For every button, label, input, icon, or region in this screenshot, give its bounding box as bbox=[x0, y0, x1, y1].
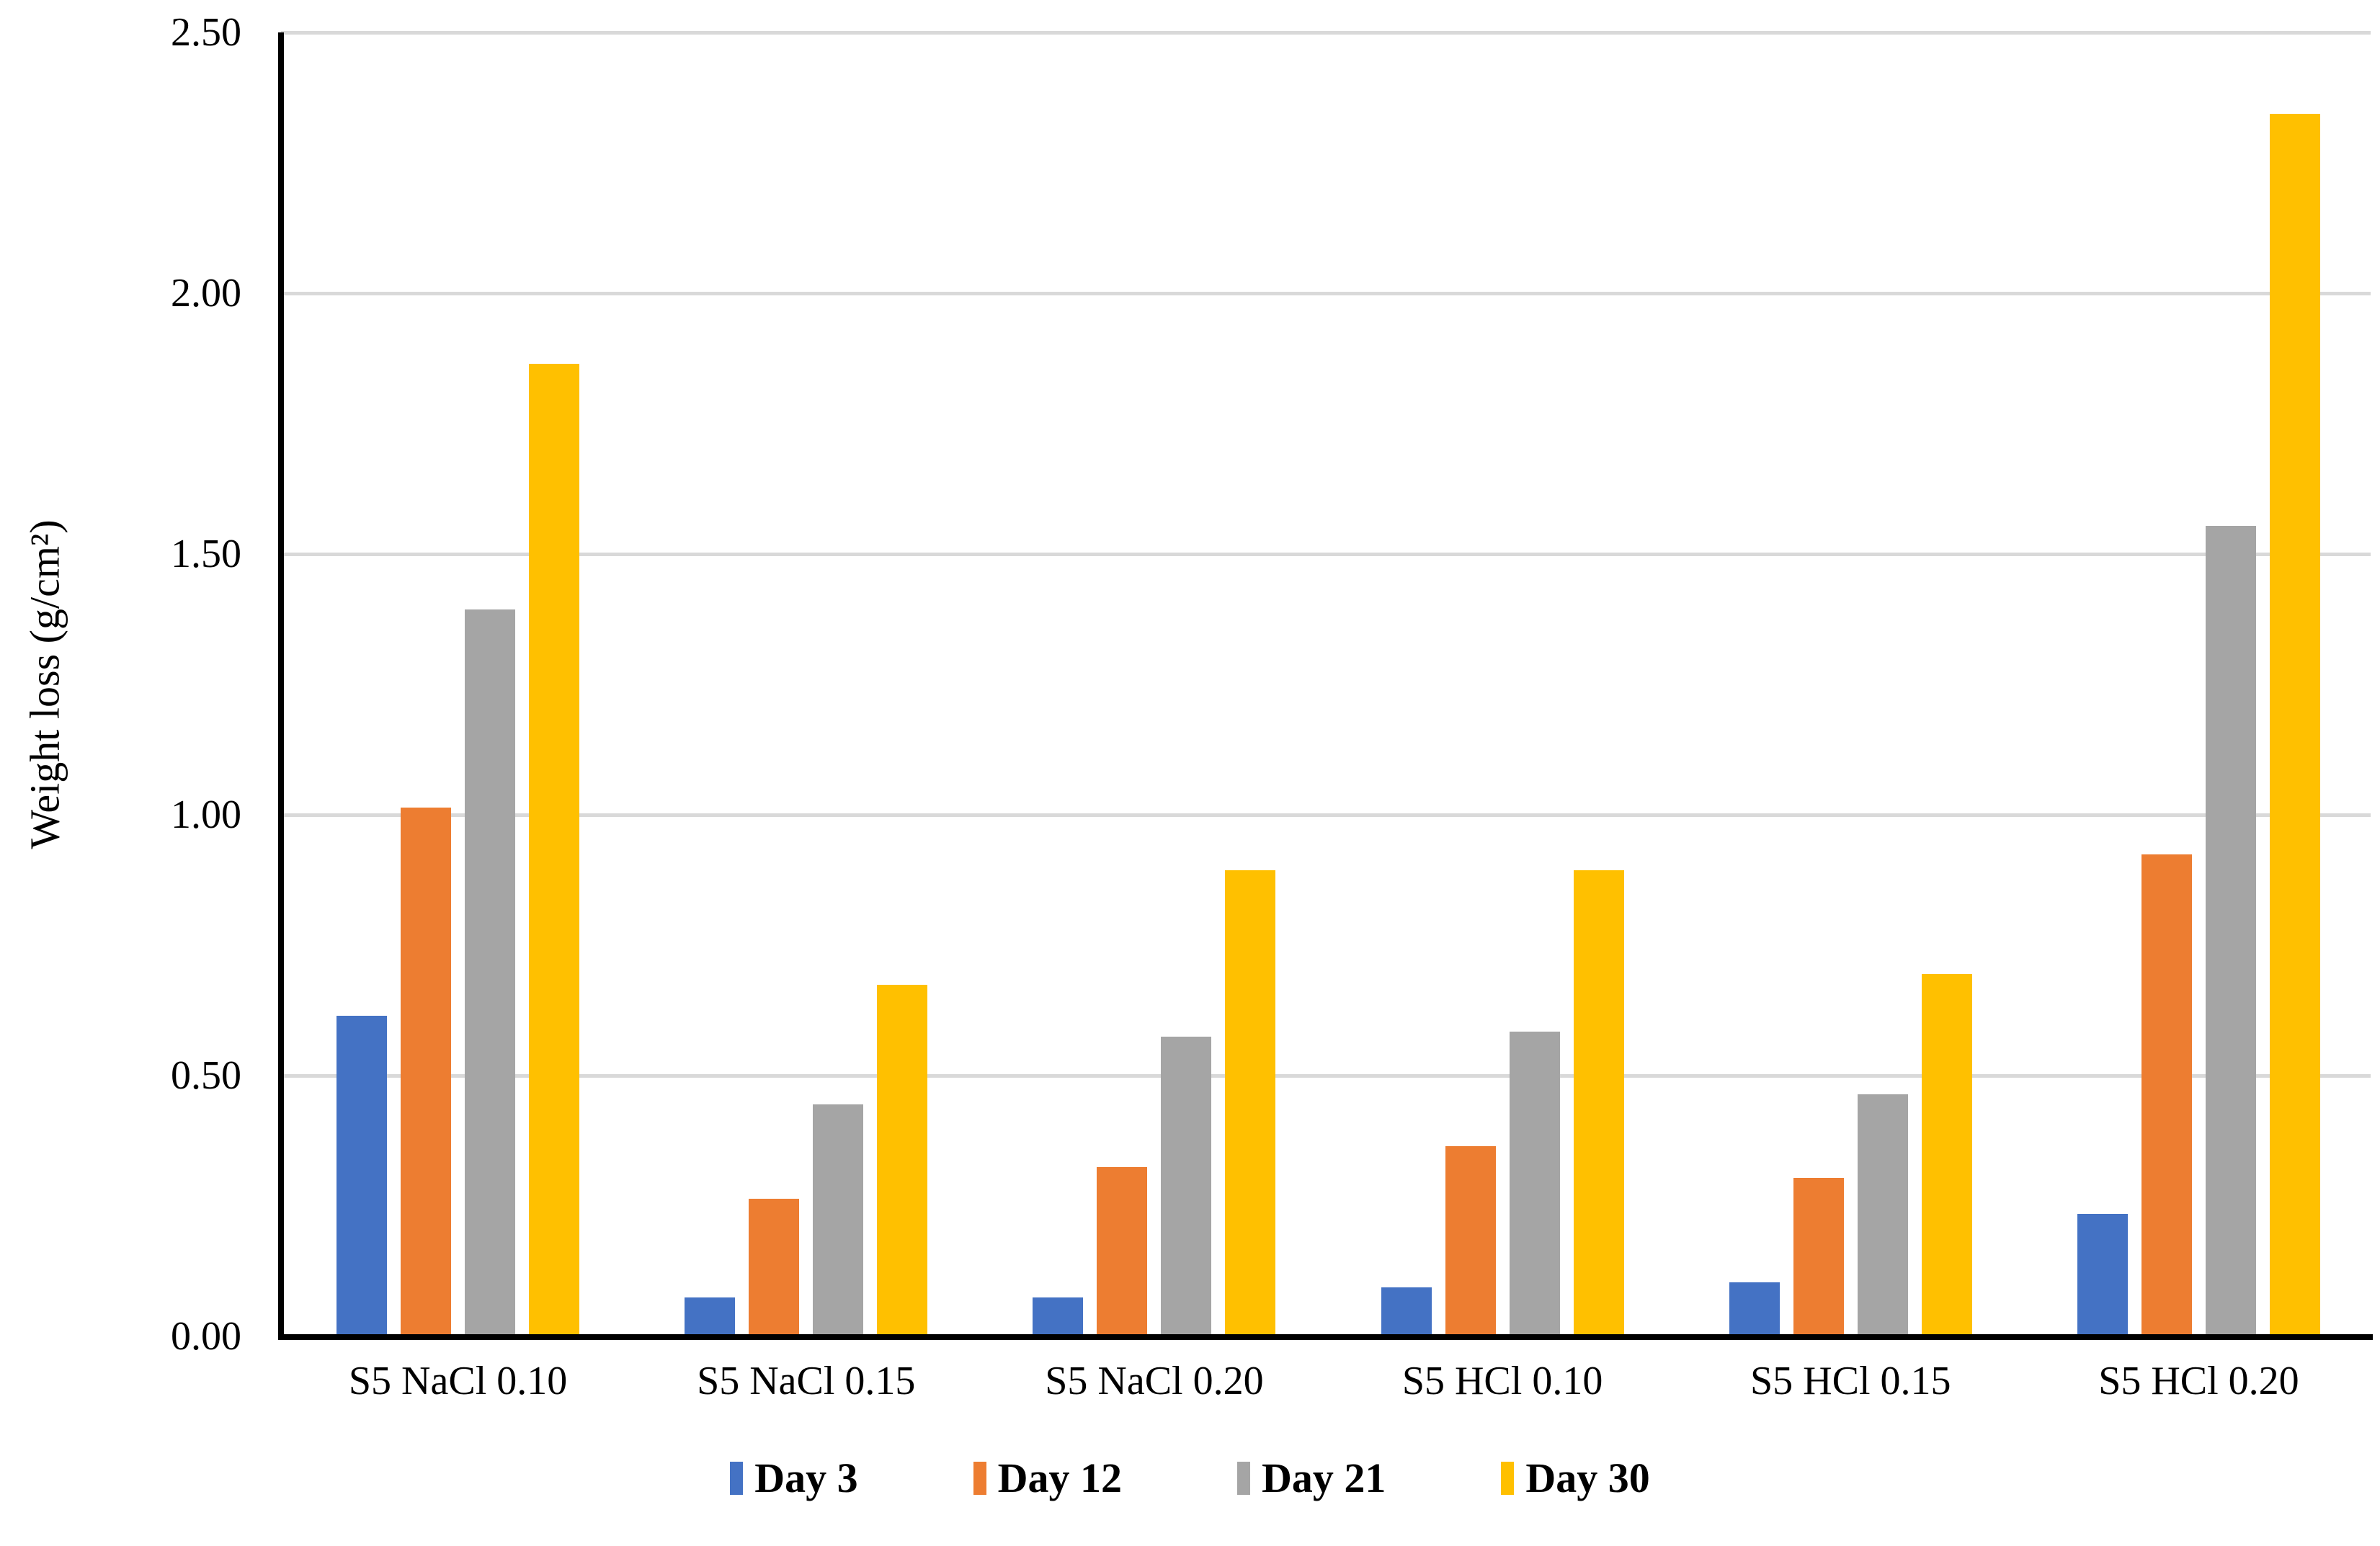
legend-item-day-3: Day 3 bbox=[730, 1454, 858, 1502]
gridline bbox=[281, 813, 2371, 817]
bar-day-3 bbox=[2077, 1214, 2128, 1334]
y-axis-title: Weight loss (g/cm²) bbox=[21, 519, 68, 849]
legend-label: Day 3 bbox=[754, 1455, 858, 1501]
x-axis-label: S5 NaCl 0.10 bbox=[348, 1359, 568, 1403]
legend-swatch-icon bbox=[973, 1461, 986, 1495]
bar-day-3 bbox=[1381, 1287, 1432, 1334]
bar-day-12 bbox=[1097, 1167, 1148, 1334]
legend-swatch-icon bbox=[1237, 1461, 1250, 1495]
bar-day-3 bbox=[1729, 1282, 1780, 1334]
bar-group-s5-hcl-0-15 bbox=[1677, 32, 2025, 1334]
legend-item-day-21: Day 21 bbox=[1237, 1454, 1386, 1502]
bar-day-12 bbox=[1793, 1178, 1844, 1334]
bar-day-21 bbox=[813, 1104, 864, 1334]
legend-label: Day 30 bbox=[1525, 1455, 1650, 1501]
y-tick-label: 0.00 bbox=[171, 1314, 241, 1359]
bar-day-12 bbox=[749, 1199, 800, 1334]
y-axis-line bbox=[278, 32, 284, 1340]
gridline bbox=[281, 552, 2371, 556]
bar-day-12 bbox=[2141, 854, 2192, 1334]
legend-swatch-icon bbox=[730, 1461, 744, 1495]
bar-day-30 bbox=[529, 364, 580, 1334]
x-axis-labels: S5 NaCl 0.10 S5 NaCl 0.15 S5 NaCl 0.20 S5 H… bbox=[284, 1358, 2373, 1404]
bar-day-30 bbox=[1225, 870, 1276, 1334]
bar-day-12 bbox=[1445, 1146, 1496, 1334]
bar-group-s5-nacl-0-15 bbox=[632, 32, 980, 1334]
bar-group-s5-hcl-0-20 bbox=[2025, 32, 2373, 1334]
bar-group-s5-hcl-0-10 bbox=[1329, 32, 1677, 1334]
gridline bbox=[281, 30, 2371, 35]
x-axis-label: S5 HCl 0.15 bbox=[1750, 1359, 1951, 1403]
bar-day-3 bbox=[685, 1297, 736, 1334]
y-tick-label: 0.50 bbox=[171, 1053, 241, 1098]
x-axis-line bbox=[278, 1334, 2373, 1340]
legend-label: Day 21 bbox=[1262, 1455, 1386, 1501]
y-tick-label: 2.00 bbox=[171, 271, 241, 316]
legend-swatch-icon bbox=[1501, 1461, 1515, 1495]
plot-area bbox=[284, 32, 2373, 1334]
x-axis-label: S5 NaCl 0.15 bbox=[697, 1359, 916, 1403]
bar-day-30 bbox=[2269, 114, 2320, 1334]
bar-day-21 bbox=[1161, 1037, 1212, 1334]
legend-item-day-30: Day 30 bbox=[1501, 1454, 1650, 1502]
legend-label: Day 12 bbox=[997, 1455, 1122, 1501]
y-tick-label: 1.50 bbox=[171, 532, 241, 576]
bar-day-3 bbox=[337, 1016, 388, 1334]
x-axis-label: S5 HCl 0.20 bbox=[2098, 1359, 2299, 1403]
gridline bbox=[281, 291, 2371, 295]
x-axis-label: S5 NaCl 0.20 bbox=[1045, 1359, 1264, 1403]
bar-day-12 bbox=[401, 808, 452, 1334]
bar-day-30 bbox=[1573, 870, 1624, 1334]
bar-day-21 bbox=[1509, 1032, 1560, 1334]
bar-group-s5-nacl-0-20 bbox=[980, 32, 1328, 1334]
legend: Day 3 Day 12 Day 21 Day 30 bbox=[0, 1454, 2380, 1502]
bar-day-21 bbox=[2205, 526, 2256, 1334]
bar-group-s5-nacl-0-10 bbox=[284, 32, 632, 1334]
bar-day-21 bbox=[1857, 1094, 1908, 1334]
legend-item-day-12: Day 12 bbox=[973, 1454, 1122, 1502]
y-tick-label: 1.00 bbox=[171, 792, 241, 837]
bar-day-30 bbox=[1921, 974, 1972, 1334]
y-tick-label: 2.50 bbox=[171, 10, 241, 55]
x-axis-label: S5 HCl 0.10 bbox=[1401, 1359, 1603, 1403]
bar-day-30 bbox=[877, 985, 928, 1334]
bar-day-21 bbox=[465, 609, 516, 1334]
gridline bbox=[281, 1073, 2371, 1078]
bar-day-3 bbox=[1033, 1297, 1084, 1334]
